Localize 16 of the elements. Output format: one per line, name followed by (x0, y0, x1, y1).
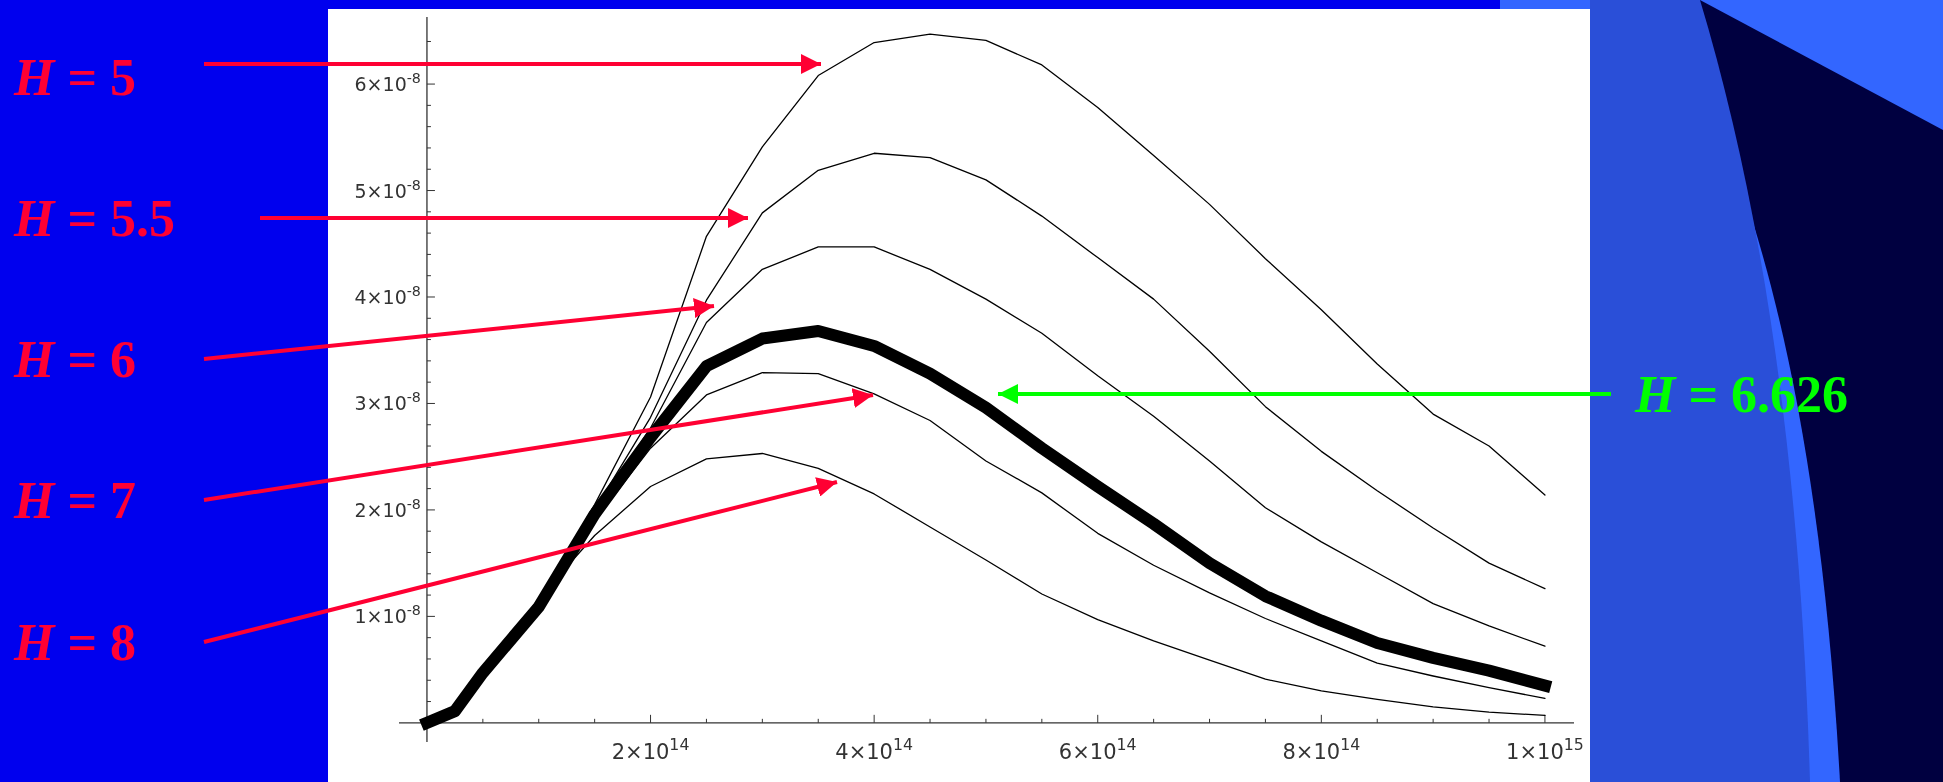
y-tick-label: 3×10$^{-8}$ (354, 389, 421, 415)
y-tick-label: 6×10$^{-8}$ (354, 70, 421, 96)
text: H = 6 (13, 331, 137, 388)
x-tick-label: 1×10$^{15}$ (1506, 734, 1584, 764)
y-tick-label: 1×10$^{-8}$ (354, 602, 421, 628)
text: H = 5 (13, 49, 137, 106)
y-tick-label: 5×10$^{-8}$ (354, 176, 421, 202)
y-tick-label: 2×10$^{-8}$ (354, 495, 421, 521)
x-tick-label: 2×10$^{14}$ (611, 734, 690, 764)
y-tick-label: 4×10$^{-8}$ (354, 282, 421, 308)
x-tick-label: 8×10$^{14}$ (1282, 734, 1361, 764)
text: H = 5.5 (13, 190, 176, 247)
x-tick-label: 4×10$^{14}$ (835, 734, 914, 764)
text: H = 7 (13, 472, 137, 529)
x-tick-label: 6×10$^{14}$ (1058, 734, 1137, 764)
text: H = 8 (13, 614, 137, 671)
